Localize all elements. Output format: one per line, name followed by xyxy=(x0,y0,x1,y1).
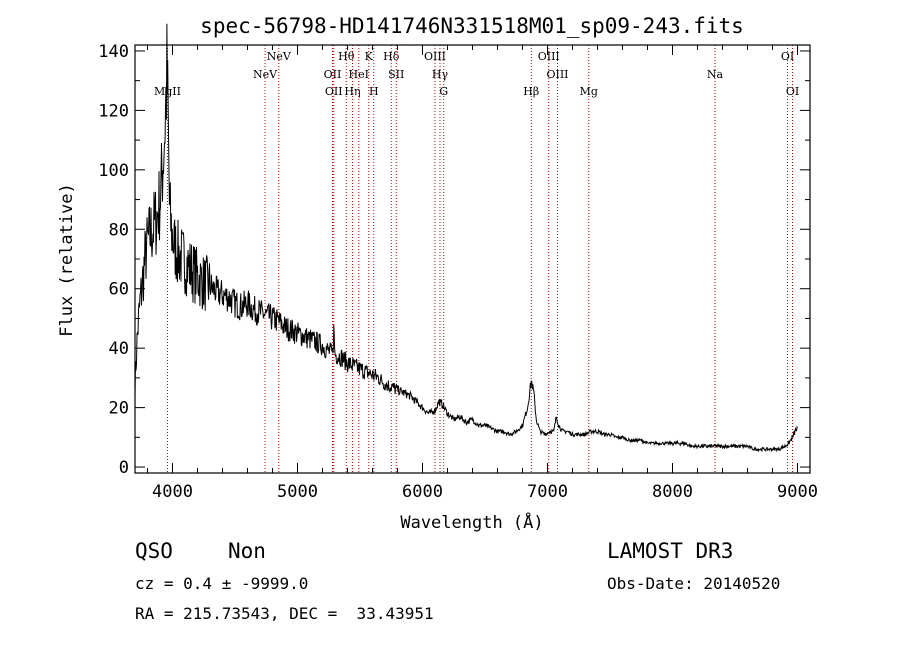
x-tick-label: 6000 xyxy=(402,482,443,502)
line-marker-label: Na xyxy=(707,68,724,81)
chart-title: spec-56798-HD141746N331518M01_sp09-243.f… xyxy=(200,14,744,38)
line-marker-label: OIII xyxy=(424,50,446,63)
x-tick-label: 7000 xyxy=(527,482,568,502)
line-marker-label: K xyxy=(365,50,374,63)
obs-date-text: Obs-Date: 20140520 xyxy=(607,574,781,593)
line-marker-label: NeV xyxy=(253,68,278,81)
line-marker-label: Hη xyxy=(344,85,360,98)
y-tick-label: 40 xyxy=(109,339,129,359)
x-tick-label: 8000 xyxy=(652,482,693,502)
x-axis-label: Wavelength (Å) xyxy=(400,511,543,533)
y-tick-label: 60 xyxy=(109,280,129,300)
spectrum-chart: spec-56798-HD141746N331518M01_sp09-243.f… xyxy=(57,14,818,533)
y-axis: 0 20 40 60 80 100 120 140 xyxy=(98,42,810,478)
line-marker-label: H xyxy=(369,85,379,98)
y-axis-label: Flux (relative) xyxy=(57,183,77,337)
y-tick-label: 0 xyxy=(119,458,129,478)
line-marker-label: Hθ xyxy=(338,50,355,63)
line-marker-label: SII xyxy=(388,68,404,81)
x-tick-label: 9000 xyxy=(777,482,818,502)
line-marker-label: OI xyxy=(781,50,794,63)
line-marker-label: OII xyxy=(325,85,343,98)
line-marker-label: Mg xyxy=(580,85,598,98)
x-axis: 4000 5000 6000 7000 8000 9000 xyxy=(147,45,818,502)
y-tick-label: 80 xyxy=(109,220,129,240)
y-tick-label: 120 xyxy=(98,101,129,121)
y-tick-label: 100 xyxy=(98,161,129,181)
object-subclass: Non xyxy=(228,539,266,563)
redshift-text: cz = 0.4 ± -9999.0 xyxy=(135,574,309,593)
line-marker-label: OIII xyxy=(538,50,560,63)
line-marker-label: G xyxy=(439,85,448,98)
line-marker-label: OII xyxy=(324,68,342,81)
line-marker-label: Hδ xyxy=(383,50,400,63)
line-marker-label: Hβ xyxy=(523,85,539,98)
x-tick-label: 5000 xyxy=(277,482,318,502)
y-tick-label: 20 xyxy=(109,399,129,419)
plot-frame xyxy=(134,44,811,474)
line-marker-label: OIII xyxy=(546,68,568,81)
y-tick-label: 140 xyxy=(98,42,129,62)
line-marker-label: OI xyxy=(786,85,799,98)
coordinates-text: RA = 215.73543, DEC = 33.43951 xyxy=(135,604,434,623)
line-marker-label: NeV xyxy=(267,50,292,63)
line-marker-label: HeI xyxy=(349,68,369,81)
x-tick-label: 4000 xyxy=(152,482,193,502)
line-marker-label: Hγ xyxy=(432,68,449,81)
spectrum-line xyxy=(134,23,798,453)
object-class: QSO xyxy=(135,539,173,563)
survey-label: LAMOST DR3 xyxy=(607,539,734,563)
